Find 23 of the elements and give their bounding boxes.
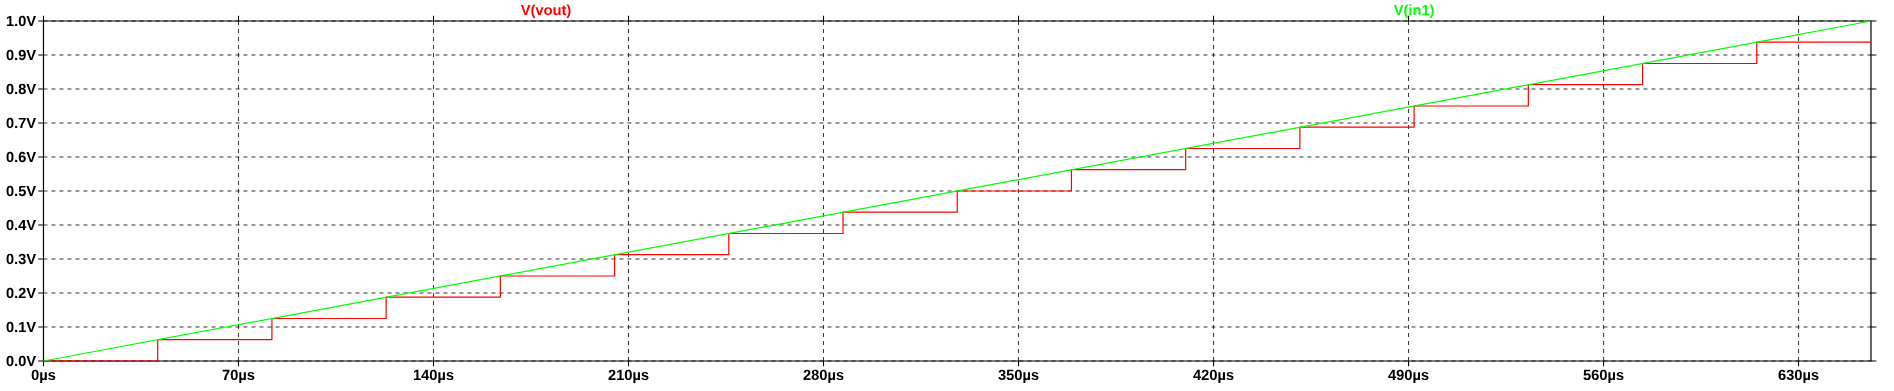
y-tick-label: 0.8V: [6, 83, 37, 95]
x-tick-label: 0µs: [31, 369, 56, 383]
x-tick-label: 420µs: [1193, 369, 1234, 383]
y-tick-label: 0.4V: [6, 219, 37, 231]
text: V(in1): [1393, 4, 1434, 19]
y-tick-label: 0.5V: [6, 185, 37, 197]
y-tick-label: 0.6V: [6, 151, 37, 163]
x-tick-label: 210µs: [608, 369, 649, 383]
y-tick-label: 0.9V: [6, 49, 37, 61]
y-tick-label: 1.0V: [6, 15, 37, 27]
x-tick-label: 140µs: [413, 369, 454, 383]
y-tick-label: 0.2V: [6, 287, 37, 299]
x-tick-label: 280µs: [803, 369, 844, 383]
x-tick-label: 630µs: [1778, 369, 1819, 383]
x-tick-label: 560µs: [1583, 369, 1624, 383]
y-tick-label: 0.7V: [6, 117, 37, 129]
x-tick-label: 490µs: [1388, 369, 1429, 383]
y-tick-label: 0.0V: [6, 355, 37, 367]
text: V(vout): [520, 4, 571, 19]
x-tick-label: 350µs: [998, 369, 1039, 383]
y-tick-label: 0.1V: [6, 321, 37, 333]
y-tick-label: 0.3V: [6, 253, 37, 265]
x-tick-label: 70µs: [222, 369, 255, 383]
